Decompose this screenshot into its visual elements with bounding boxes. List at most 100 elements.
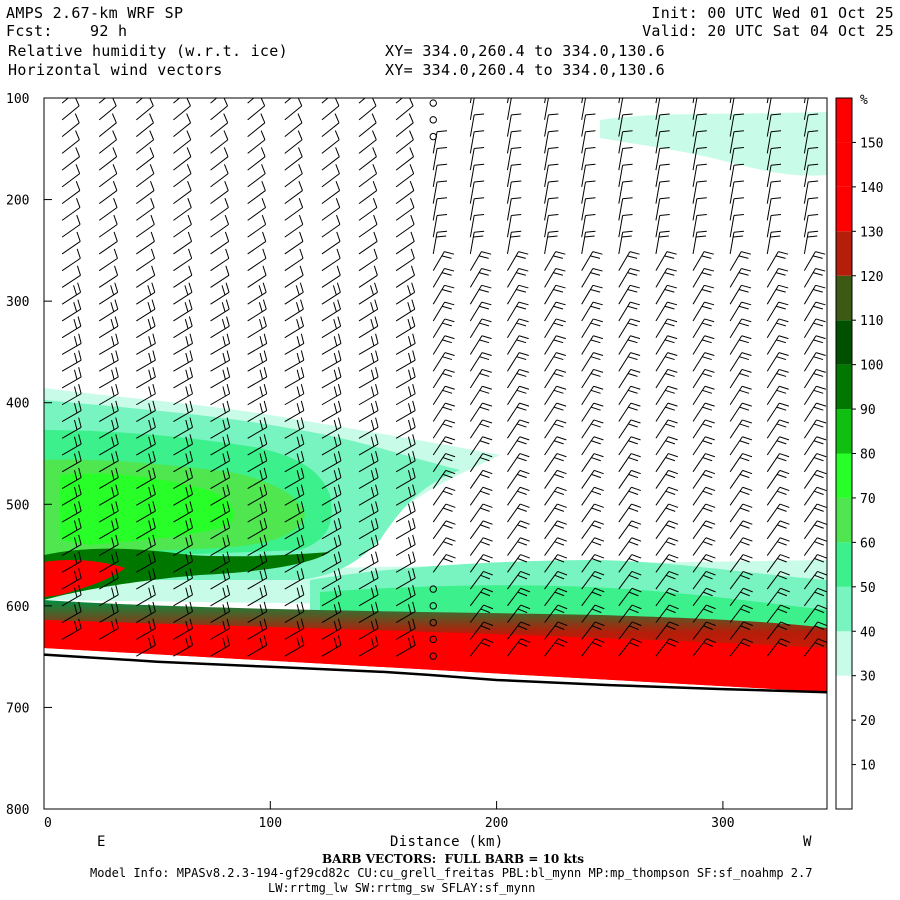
wind-barb xyxy=(210,98,218,104)
wind-barb xyxy=(469,352,492,372)
wind-barb xyxy=(210,601,231,624)
wind-barb xyxy=(247,299,267,322)
wind-barb xyxy=(506,214,522,238)
wind-barb xyxy=(358,130,377,154)
colorbar-swatch xyxy=(836,453,852,498)
wind-barb xyxy=(61,350,82,372)
wind-barb xyxy=(618,98,630,120)
wind-barb xyxy=(98,98,107,104)
wind-barb xyxy=(395,585,416,607)
wind-barb xyxy=(173,601,193,624)
wind-barb xyxy=(729,436,753,456)
wind-barb xyxy=(321,333,342,355)
y-tick-label: 600 xyxy=(6,600,29,615)
wind-barb xyxy=(395,147,415,171)
wind-barb xyxy=(655,214,670,238)
wind-barb xyxy=(284,501,305,523)
wind-barb xyxy=(766,98,769,104)
plot-frame xyxy=(43,97,828,810)
wind-barb xyxy=(544,230,559,254)
wind-barb xyxy=(766,621,791,640)
wind-barb xyxy=(210,164,229,188)
wind-barb xyxy=(729,267,752,288)
wind-barb xyxy=(173,147,192,171)
wind-barb xyxy=(61,197,81,221)
wind-barb xyxy=(766,368,789,389)
wind-barb xyxy=(210,534,231,557)
wind-barb xyxy=(544,163,559,187)
wind-barb xyxy=(321,367,342,389)
wind-barb xyxy=(432,163,448,187)
wind-barb xyxy=(98,113,117,137)
wind-barb xyxy=(729,368,752,389)
wind-barb xyxy=(581,604,605,623)
wind-barb xyxy=(692,214,707,238)
wind-barb xyxy=(247,534,268,557)
forecast-label: Fcst: 92 h xyxy=(6,22,127,40)
wind-barb xyxy=(395,417,416,439)
wind-barb xyxy=(321,450,342,473)
colorbar-label: 80 xyxy=(860,448,876,463)
y-tick-label: 400 xyxy=(6,397,29,412)
wind-barb xyxy=(61,214,81,238)
wind-barb xyxy=(469,301,492,322)
wind-barb xyxy=(321,417,342,439)
wind-barb xyxy=(395,400,416,422)
wind-barb xyxy=(618,604,642,623)
wind-barb xyxy=(432,368,455,389)
wind-barb xyxy=(766,113,782,137)
wind-barb xyxy=(358,316,379,339)
wind-barb xyxy=(544,554,568,573)
wind-barb xyxy=(655,318,678,338)
wind-barb xyxy=(469,503,493,523)
wind-barb xyxy=(507,453,530,473)
wind-barb xyxy=(803,251,826,271)
wind-barb xyxy=(358,417,379,439)
wind-barb xyxy=(395,635,416,657)
wind-barb xyxy=(507,621,531,640)
wind-barb xyxy=(173,333,193,355)
wind-barb xyxy=(284,164,303,188)
wind-barb xyxy=(98,551,119,573)
wind-barb xyxy=(469,214,485,238)
wind-barb xyxy=(469,385,492,406)
wind-barb xyxy=(321,248,341,272)
colorbar: 10 20 30 40 50 60 70 80 90 100 110 120 130 140 150% xyxy=(835,93,883,810)
wind-barb xyxy=(136,518,156,540)
wind-barb xyxy=(284,601,305,624)
wind-barb xyxy=(98,568,119,590)
wind-barb xyxy=(507,554,530,573)
wind-barb xyxy=(358,147,377,171)
wind-barb xyxy=(766,537,790,556)
wind-barb xyxy=(98,417,119,439)
wind-barb xyxy=(618,436,641,456)
wind-barb xyxy=(247,467,268,489)
wind-barb xyxy=(766,385,789,406)
wind-barb xyxy=(395,113,414,137)
wind-barb xyxy=(655,146,670,171)
wind-barb xyxy=(284,181,303,205)
wind-barb xyxy=(655,587,679,607)
wind-barb xyxy=(136,450,156,473)
wind-barb xyxy=(469,251,492,271)
wind-barb xyxy=(321,350,342,372)
wind-barb xyxy=(136,467,156,489)
wind-barb xyxy=(284,518,305,540)
wind-barb xyxy=(136,618,156,640)
wind-barb xyxy=(655,520,679,540)
wind-barb xyxy=(210,197,229,221)
wind-barb xyxy=(692,180,707,204)
wind-barb xyxy=(544,587,568,607)
rh-region-mid-70 xyxy=(60,473,234,545)
wind-barb xyxy=(210,299,230,322)
wind-barb xyxy=(729,197,744,221)
wind-barb xyxy=(136,147,155,171)
x-tick-label: 100 xyxy=(259,816,282,831)
wind-barb xyxy=(803,352,826,372)
wind-barb xyxy=(173,214,192,238)
wind-barb xyxy=(729,554,753,573)
wind-barb xyxy=(581,520,605,540)
wind-barb xyxy=(358,534,379,557)
colorbar-swatch xyxy=(836,364,852,410)
wind-barb xyxy=(247,147,266,171)
